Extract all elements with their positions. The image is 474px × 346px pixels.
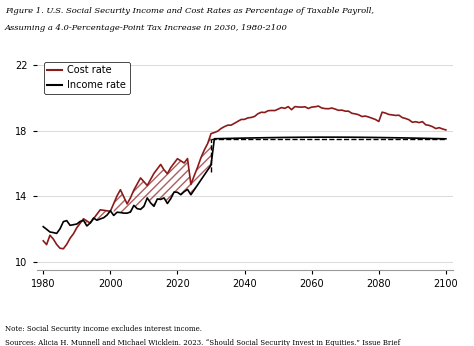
Legend: Cost rate, Income rate: Cost rate, Income rate xyxy=(44,62,130,94)
Text: Sources: Alicia H. Munnell and Michael Wicklein. 2023. “Should Social Security I: Sources: Alicia H. Munnell and Michael W… xyxy=(5,339,400,346)
Text: Note: Social Security income excludes interest income.: Note: Social Security income excludes in… xyxy=(5,325,202,333)
Text: Assuming a 4.0-Percentage-Point Tax Increase in 2030, 1980-2100: Assuming a 4.0-Percentage-Point Tax Incr… xyxy=(5,24,288,32)
Text: Figure 1. U.S. Social Security Income and Cost Rates as Percentage of Taxable Pa: Figure 1. U.S. Social Security Income an… xyxy=(5,7,374,15)
